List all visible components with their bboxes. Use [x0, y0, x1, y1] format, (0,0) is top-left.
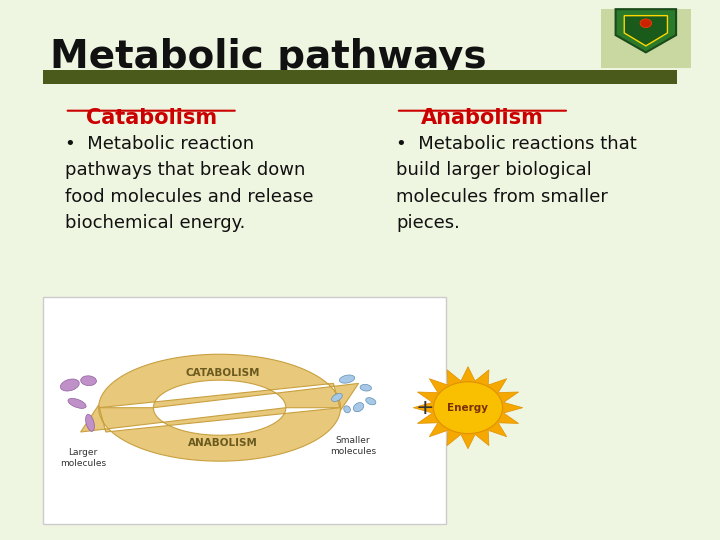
FancyBboxPatch shape: [601, 9, 691, 68]
Text: Metabolic pathways: Metabolic pathways: [50, 38, 487, 76]
Ellipse shape: [68, 399, 86, 408]
Ellipse shape: [343, 406, 351, 413]
Text: CATABOLISM: CATABOLISM: [186, 368, 261, 377]
FancyBboxPatch shape: [43, 297, 446, 524]
Polygon shape: [413, 367, 523, 449]
Polygon shape: [624, 16, 667, 46]
Ellipse shape: [360, 384, 372, 391]
Text: •  Metabolic reactions that
build larger biological
molecules from smaller
piece: • Metabolic reactions that build larger …: [396, 135, 636, 232]
Text: •  Metabolic reaction
pathways that break down
food molecules and release
bioche: • Metabolic reaction pathways that break…: [65, 135, 313, 232]
Text: ANABOLISM: ANABOLISM: [188, 438, 258, 448]
Ellipse shape: [339, 375, 355, 383]
Ellipse shape: [366, 397, 376, 405]
Circle shape: [433, 382, 503, 434]
Polygon shape: [99, 354, 359, 410]
FancyBboxPatch shape: [43, 70, 677, 84]
Circle shape: [640, 19, 652, 28]
Ellipse shape: [354, 403, 364, 411]
Text: Smaller
molecules: Smaller molecules: [330, 436, 376, 456]
Ellipse shape: [332, 394, 342, 401]
Ellipse shape: [81, 376, 96, 386]
Text: Energy: Energy: [448, 403, 488, 413]
Ellipse shape: [86, 414, 94, 431]
Text: Larger
molecules: Larger molecules: [60, 448, 106, 468]
Text: Anabolism: Anabolism: [421, 108, 544, 128]
Polygon shape: [81, 405, 341, 461]
Polygon shape: [616, 9, 676, 52]
Ellipse shape: [60, 379, 79, 391]
Text: +: +: [415, 397, 434, 418]
Text: Catabolism: Catabolism: [86, 108, 217, 128]
